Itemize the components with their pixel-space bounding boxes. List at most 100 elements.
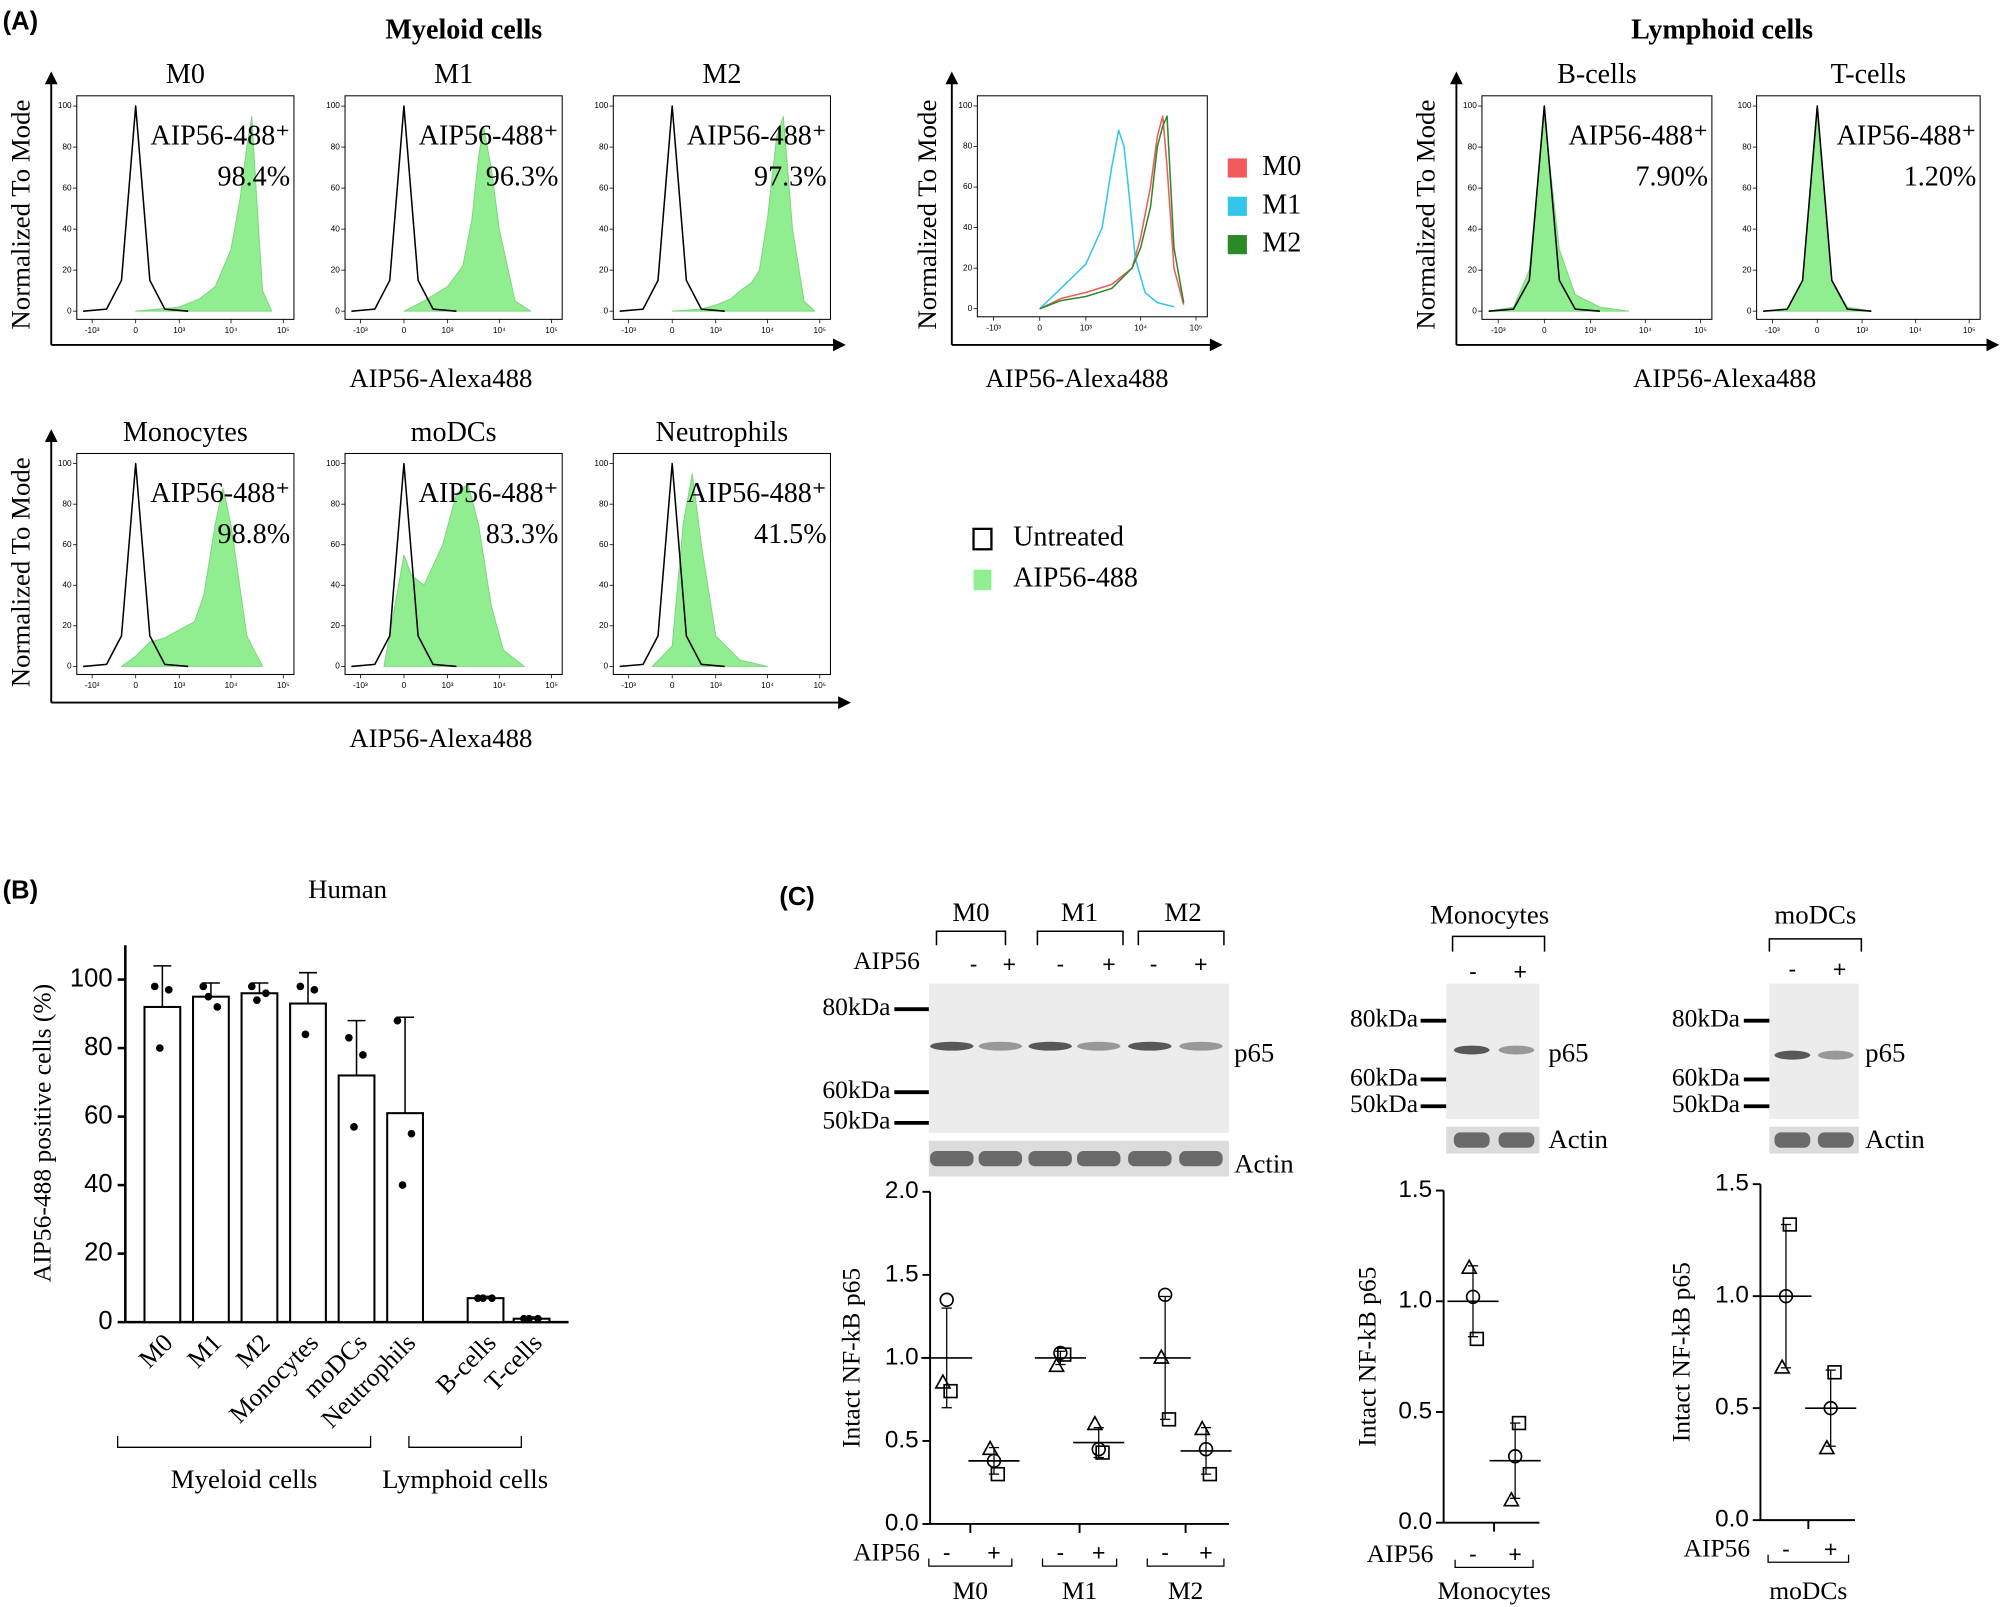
x-tick-label: 0 (402, 325, 407, 335)
blot-group-label: moDCs (1774, 899, 1856, 929)
data-point (310, 985, 319, 994)
y-tick-label: 20 (62, 264, 72, 274)
y-tick-label: 0 (604, 305, 609, 315)
y-tick-label: 0.5 (885, 1426, 919, 1453)
panel-label: (C) (779, 883, 814, 911)
data-point (1086, 1414, 1104, 1431)
x-tick-label: 0 (1815, 325, 1820, 335)
lane-label: + (1833, 956, 1846, 982)
x-tick-label: 10⁴ (761, 680, 774, 690)
annotation: AIP56-488⁺ (687, 120, 827, 151)
data-point (301, 1030, 310, 1039)
x-tick-label: 10⁴ (761, 325, 774, 335)
group-bracket (1767, 1554, 1850, 1563)
condition-label: - (1057, 1540, 1065, 1566)
marker-label: 60kDa (1350, 1062, 1418, 1091)
x-tick-label: -10³ (85, 325, 100, 335)
x-axis-title: AIP56-Alexa488 (349, 723, 532, 753)
group-bracket (1146, 1558, 1225, 1567)
annotation: 96.3% (486, 161, 559, 192)
y-tick-label: 60 (963, 181, 973, 191)
p65-band (1179, 1041, 1223, 1051)
y-tick-label: 80 (331, 498, 341, 508)
y-axis-title: Intact NF-kB p65 (1352, 1267, 1381, 1447)
x-tick-label: -10³ (1765, 325, 1780, 335)
x-tick-label: 10⁴ (1134, 322, 1147, 332)
blot-bracket (1768, 938, 1863, 952)
density-line (83, 105, 189, 312)
blot-bracket (1036, 930, 1124, 946)
target-label: Actin (1548, 1124, 1608, 1154)
actin-band (1453, 1132, 1490, 1148)
annotation: 83.3% (486, 519, 559, 550)
data-point (1057, 1347, 1072, 1362)
x-tick-label: 10³ (442, 680, 454, 690)
x-tick-label: 10³ (1080, 322, 1092, 332)
density-area (383, 483, 525, 667)
target-label: Actin (1865, 1124, 1925, 1154)
legend-label: Untreated (1013, 522, 1124, 553)
arrow-head (1450, 71, 1463, 85)
group-bracket (928, 1558, 1013, 1567)
y-tick-label: 60 (331, 539, 341, 549)
lane-label: + (1102, 951, 1115, 977)
data-point (1048, 1356, 1065, 1373)
p65-band (1128, 1041, 1172, 1051)
y-axis-title: AIP56-488 positive cells (%) (28, 984, 57, 1283)
plot-frame (976, 95, 1208, 318)
x-axis-title: AIP56-Alexa488 (985, 363, 1168, 393)
y-axis-title: Normalized To Mode (912, 100, 942, 330)
density-line (619, 462, 725, 668)
x-axis-title: AIP56-Alexa488 (1633, 363, 1816, 393)
y-tick-label: 100 (1738, 100, 1752, 110)
y-axis-title: Normalized To Mode (5, 100, 35, 330)
p65-band (1498, 1045, 1535, 1055)
actin-band (978, 1150, 1023, 1167)
y-tick-label: 40 (62, 579, 72, 589)
actin-band (1179, 1150, 1223, 1167)
actin-band (1498, 1132, 1535, 1148)
blot-group-label: M2 (1164, 897, 1201, 927)
lane-label: - (1469, 958, 1477, 984)
condition-label: + (1508, 1541, 1521, 1567)
group-label: Monocytes (1437, 1576, 1551, 1605)
arrow-head (838, 696, 851, 709)
density-line (1039, 115, 1185, 310)
legend-label: AIP56-488 (1013, 562, 1138, 593)
x-tick-label: 10³ (1584, 325, 1596, 335)
density-line (83, 462, 189, 668)
y-tick-label: 100 (958, 100, 972, 110)
bar (240, 992, 279, 1324)
data-point (164, 985, 173, 994)
bar (192, 995, 230, 1324)
blot-bracket (1451, 935, 1546, 952)
group-label: moDCs (1769, 1576, 1847, 1605)
y-tick-label: 40 (331, 223, 341, 233)
lane-label: + (1003, 951, 1016, 977)
data-point (1202, 1466, 1218, 1482)
blot-membrane (1769, 983, 1859, 1120)
actin-band (930, 1150, 974, 1167)
y-tick-label: 1.0 (1715, 1282, 1749, 1309)
x-tick-label: 10⁴ (493, 680, 506, 690)
bar (289, 1002, 327, 1324)
y-tick-label: 20 (331, 264, 341, 274)
x-tick-label: 0 (1037, 322, 1042, 332)
y-tick-label: 0.0 (1398, 1508, 1432, 1535)
target-label: p65 (1865, 1037, 1905, 1067)
data-point (525, 1314, 533, 1323)
data-point (407, 1129, 416, 1138)
data-point (1152, 1348, 1170, 1364)
blot-bracket (935, 930, 1007, 946)
annotation: 97.3% (754, 161, 827, 192)
blot-bracket (1137, 930, 1225, 946)
data-point (296, 982, 305, 991)
data-point (990, 1466, 1006, 1482)
data-point (1773, 1358, 1791, 1374)
annotation: AIP56-488⁺ (419, 120, 559, 151)
condition-label: + (987, 1540, 1000, 1566)
x-tick-label: M0 (133, 1328, 179, 1374)
condition-label: - (943, 1540, 951, 1566)
data-point (1193, 1419, 1211, 1436)
